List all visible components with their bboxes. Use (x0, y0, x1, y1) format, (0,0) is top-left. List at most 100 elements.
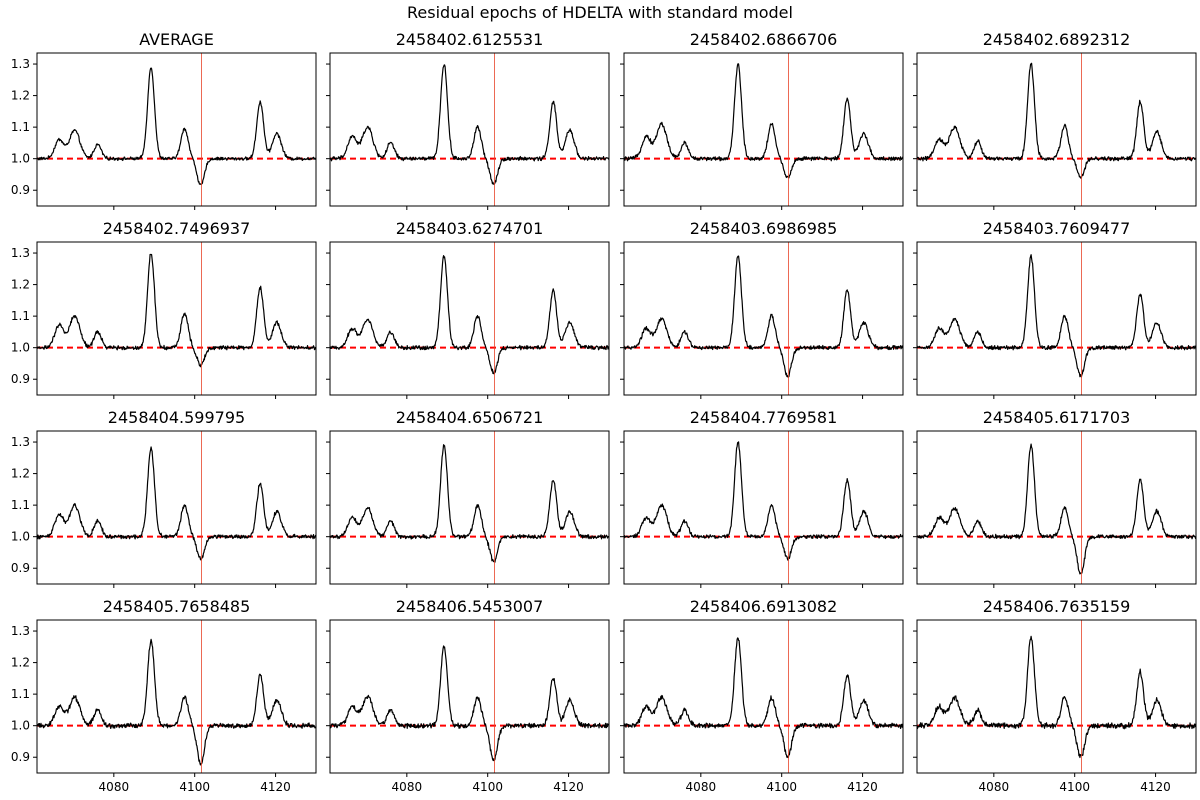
x-tick-label: 4120 (1140, 780, 1171, 794)
plot-area (624, 53, 903, 206)
subplot-13: 2458406.5453007 4080 4100 4120 (326, 597, 610, 794)
plot-area (917, 53, 1196, 206)
x-tick-label: 4100 (766, 780, 797, 794)
spectrum-line (917, 635, 1196, 759)
subplot-title: 2458405.7658485 (103, 597, 251, 616)
axes-frame (916, 430, 1197, 585)
subplot-2: 2458402.6866706 (620, 30, 904, 210)
subplot-8: 2458404.599795 0.9 1.0 1.1 1.2 1.3 (11, 408, 317, 588)
axes-frame (329, 52, 610, 207)
y-tick-label: 1.3 (11, 57, 30, 71)
y-tick-label: 0.9 (11, 183, 30, 197)
axes-frame (36, 430, 317, 585)
y-tick-label: 1.2 (11, 278, 30, 292)
x-tick-label: 4100 (1059, 780, 1090, 794)
subplot-title: 2458403.7609477 (983, 219, 1131, 238)
y-tick-label: 1.1 (11, 309, 30, 323)
subplot-title: 2458406.6913082 (690, 597, 838, 616)
subplot-title: 2458406.7635159 (983, 597, 1131, 616)
subplot-5: 2458403.6274701 (326, 219, 610, 399)
axes-frame (36, 241, 317, 396)
subplot-0: AVERAGE 0.9 1.0 1.1 1.2 1.3 (11, 30, 317, 210)
plot-area (330, 242, 609, 395)
spectrum-line (37, 446, 316, 561)
subplot-title: 2458402.6892312 (983, 30, 1131, 49)
plot-area (624, 431, 903, 584)
x-tick-label: 4120 (847, 780, 878, 794)
subplot-title: 2458402.7496937 (103, 219, 251, 238)
x-tick-label: 4080 (979, 780, 1010, 794)
y-tick-label: 0.9 (11, 750, 30, 764)
subplot-title: 2458402.6125531 (396, 30, 544, 49)
axes-frame (329, 430, 610, 585)
y-tick-label: 0.9 (11, 561, 30, 575)
axes-frame (916, 619, 1197, 774)
x-tick-label: 4100 (472, 780, 503, 794)
y-tick-label: 1.1 (11, 120, 30, 134)
subplot-4: 2458402.7496937 0.9 1.0 1.1 1.2 1.3 (11, 219, 317, 399)
plot-area (330, 620, 609, 773)
y-tick-label: 1.0 (11, 152, 30, 166)
subplot-title: AVERAGE (139, 30, 214, 49)
plot-area (624, 242, 903, 395)
y-tick-label: 1.2 (11, 89, 30, 103)
spectrum-line (330, 255, 609, 375)
y-tick-label: 1.3 (11, 246, 30, 260)
y-tick-label: 0.9 (11, 372, 30, 386)
axes-frame (623, 619, 904, 774)
x-tick-label: 4080 (99, 780, 130, 794)
spectrum-line (330, 444, 609, 563)
spectrum-line (624, 255, 903, 378)
subplot-title: 2458403.6986985 (690, 219, 838, 238)
subplot-title: 2458402.6866706 (690, 30, 838, 49)
x-tick-label: 4080 (392, 780, 423, 794)
y-tick-label: 1.1 (11, 687, 30, 701)
subplot-3: 2458402.6892312 (913, 30, 1197, 210)
plot-area (917, 431, 1196, 584)
axes-frame (36, 52, 317, 207)
plot-area (37, 620, 316, 773)
subplot-1: 2458402.6125531 (326, 30, 610, 210)
spectrum-line (624, 441, 903, 561)
subplot-title: 2458403.6274701 (396, 219, 544, 238)
plot-area (37, 53, 316, 206)
axes-frame (329, 241, 610, 396)
subplot-10: 2458404.7769581 (620, 408, 904, 588)
spectrum-line (917, 443, 1196, 575)
x-tick-label: 4080 (686, 780, 717, 794)
subplot-title: 2458404.6506721 (396, 408, 544, 427)
spectrum-line (624, 637, 903, 759)
axes-frame (329, 619, 610, 774)
y-tick-label: 1.0 (11, 341, 30, 355)
y-tick-label: 1.3 (11, 624, 30, 638)
spectrum-line (37, 253, 316, 368)
spectrum-line (624, 63, 903, 179)
axes-frame (36, 619, 317, 774)
y-tick-label: 1.0 (11, 719, 30, 733)
subplot-6: 2458403.6986985 (620, 219, 904, 399)
x-tick-label: 4120 (553, 780, 584, 794)
figure-title: Residual epochs of HDELTA with standard … (407, 3, 793, 22)
y-tick-label: 1.1 (11, 498, 30, 512)
subplot-title: 2458404.7769581 (690, 408, 838, 427)
x-tick-label: 4100 (179, 780, 210, 794)
subplot-12: 2458405.7658485 0.9 1.0 1.1 1.2 1.3 4080 4100 41… (11, 597, 317, 794)
plot-area (330, 431, 609, 584)
axes-frame (916, 241, 1197, 396)
subplot-9: 2458404.6506721 (326, 408, 610, 588)
subplot-title: 2458404.599795 (108, 408, 245, 427)
subplot-title: 2458405.6171703 (983, 408, 1131, 427)
y-tick-label: 1.0 (11, 530, 30, 544)
subplot-title: 2458406.5453007 (396, 597, 544, 616)
y-tick-label: 1.3 (11, 435, 30, 449)
plot-area (917, 620, 1196, 773)
axes-frame (623, 52, 904, 207)
spectrum-line (37, 67, 316, 186)
plot-area (330, 53, 609, 206)
spectrum-line (330, 64, 609, 185)
y-tick-label: 1.2 (11, 467, 30, 481)
subplot-7: 2458403.7609477 (913, 219, 1197, 399)
axes-frame (623, 430, 904, 585)
